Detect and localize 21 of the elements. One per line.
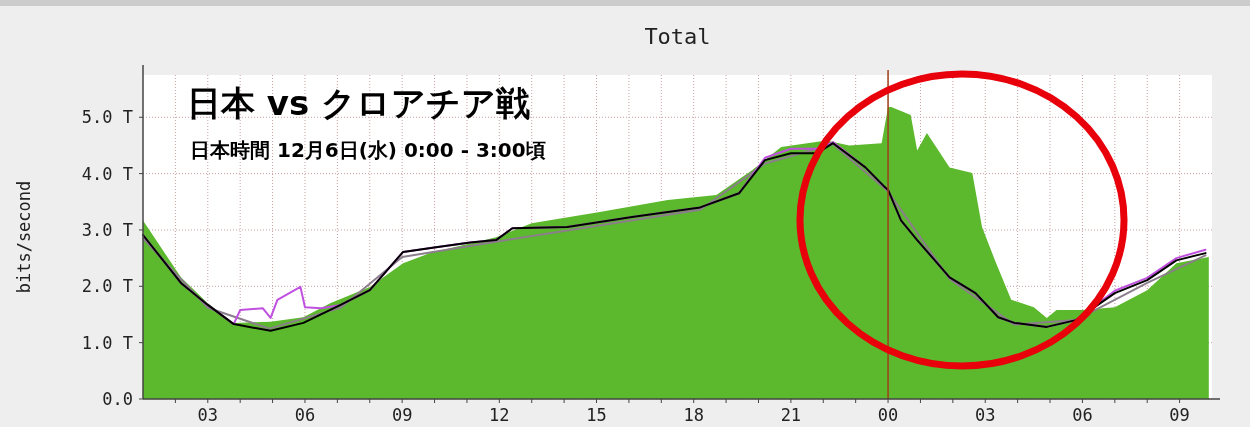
- annotation: 日本 vs クロアチア戦: [187, 83, 531, 123]
- y-tick-label: 4.0 T: [81, 163, 133, 184]
- chart-title: Total: [644, 24, 711, 49]
- y-axis-title: bits/second: [14, 180, 34, 294]
- x-tick-label: 15: [586, 405, 607, 425]
- x-tick-label: 06: [1072, 405, 1093, 425]
- x-tick-label: 12: [489, 405, 510, 425]
- y-tick-label: 1.0 T: [81, 332, 133, 353]
- x-tick-label: 06: [294, 405, 316, 425]
- y-tick-label: 2.0 T: [81, 276, 133, 297]
- x-tick-label: 09: [391, 405, 413, 425]
- y-tick-label: 3.0 T: [81, 219, 133, 240]
- x-tick-label: 18: [683, 405, 704, 425]
- x-tick-label: 21: [780, 405, 802, 425]
- annotation: 日本時間 12月6日(水) 0:00 - 3:00頃: [190, 138, 546, 162]
- x-tick-label: 00: [877, 405, 899, 425]
- y-tick-label: 5.0 T: [81, 107, 133, 128]
- x-tick-label: 03: [197, 405, 219, 425]
- x-tick-label: 03: [975, 405, 996, 425]
- x-tick-label: 09: [1169, 405, 1190, 425]
- y-tick-label: 0.0: [102, 389, 133, 409]
